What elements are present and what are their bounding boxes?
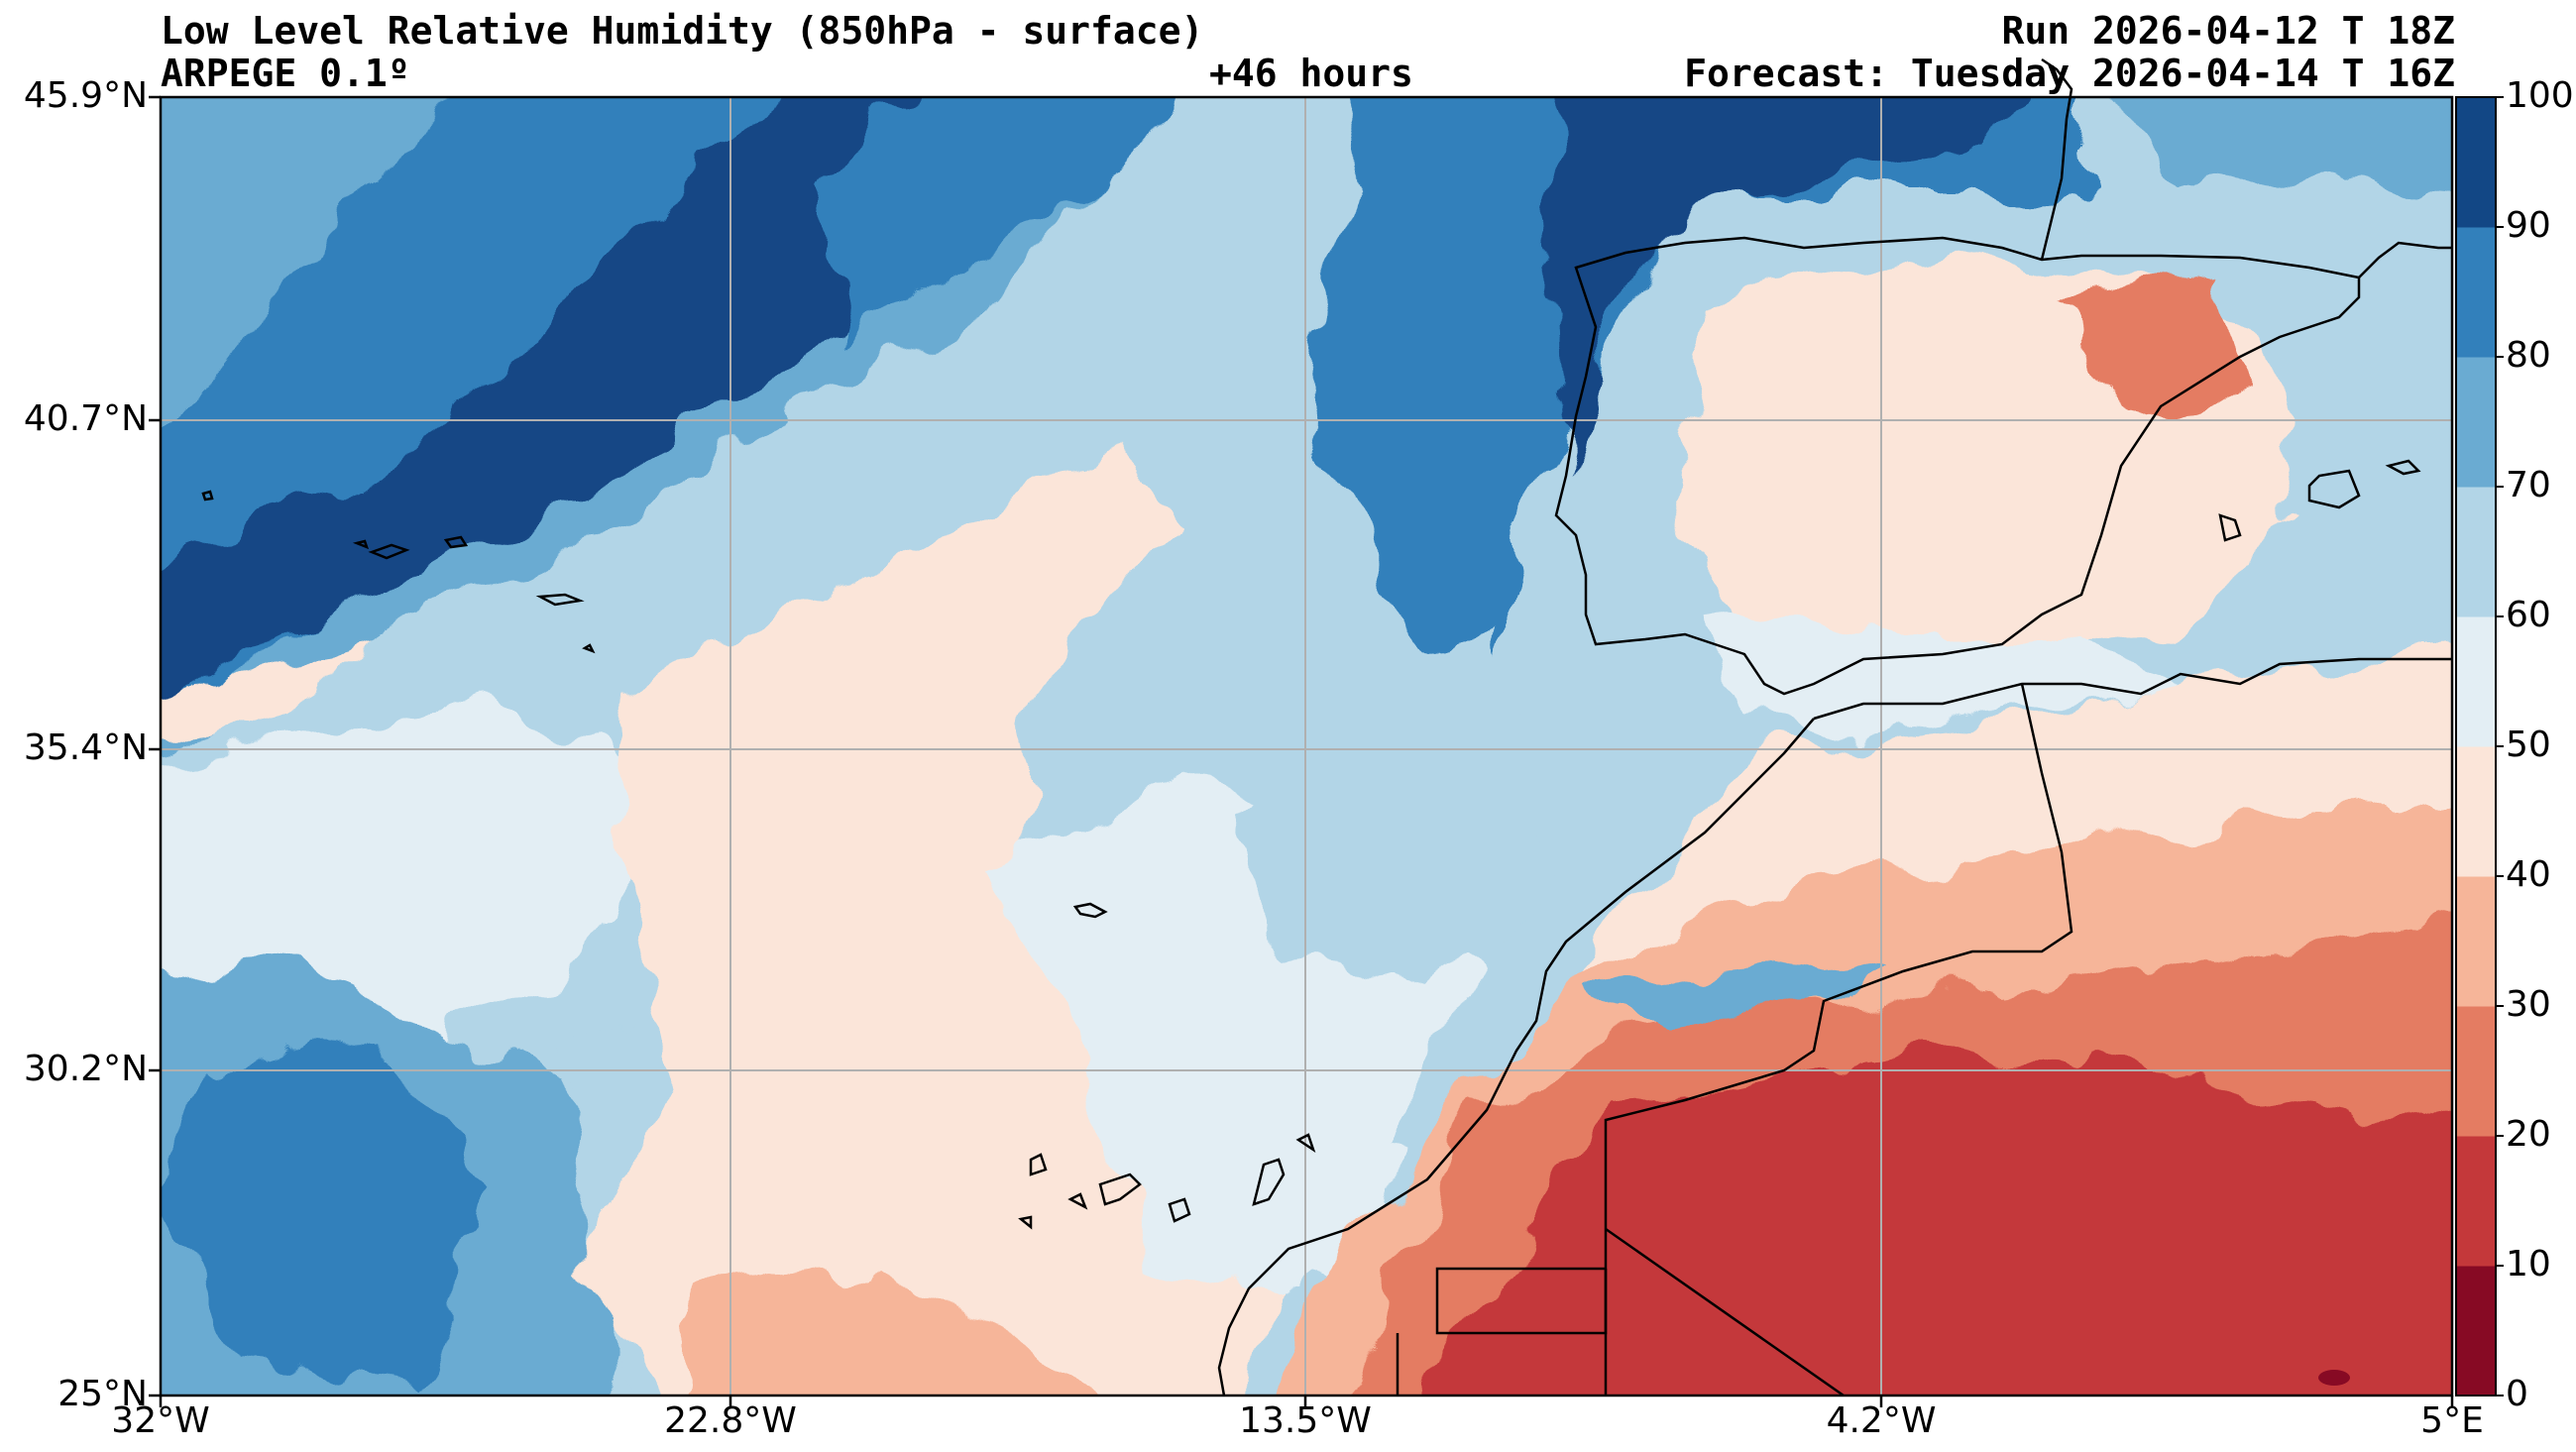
lon-label: 32°W — [111, 1400, 210, 1441]
colorbar-segment — [2456, 487, 2496, 617]
colorbar-segment — [2456, 1136, 2496, 1267]
colorbar-label: 50 — [2506, 725, 2551, 765]
colorbar-segment — [2456, 876, 2496, 1007]
humidity-field — [161, 97, 2452, 1396]
colorbar-label: 10 — [2506, 1244, 2551, 1284]
colorbar-label: 40 — [2506, 854, 2551, 895]
lon-label: 22.8°W — [664, 1400, 797, 1441]
lat-label: 25°N — [57, 1374, 148, 1414]
graticule — [161, 97, 2452, 1396]
lat-label: 35.4°N — [23, 727, 148, 768]
chart-title: Low Level Relative Humidity (850hPa - su… — [161, 9, 1204, 53]
model-label: ARPEGE 0.1º — [161, 52, 410, 95]
axis-ticks — [149, 95, 2454, 1407]
colorbar-label: 30 — [2506, 984, 2551, 1025]
lon-label: 13.5°W — [1239, 1400, 1372, 1441]
colorbar-label: 80 — [2506, 335, 2551, 376]
colorbar-segment — [2456, 746, 2496, 877]
colorbar-label: 0 — [2506, 1374, 2528, 1414]
colorbar-segment — [2456, 1266, 2496, 1396]
colorbar-segment — [2456, 357, 2496, 488]
colorbar-label: 60 — [2506, 595, 2551, 635]
colorbar-segment — [2456, 1006, 2496, 1137]
lat-label: 40.7°N — [23, 398, 148, 439]
run-label: Run 2026-04-12 T 18Z — [2001, 9, 2455, 53]
lon-label: 5°E — [2420, 1400, 2484, 1441]
lead-time-label: +46 hours — [1209, 52, 1413, 95]
lat-label: 30.2°N — [23, 1049, 148, 1089]
coastlines — [201, 57, 2452, 1397]
colorbar-segment — [2456, 227, 2496, 358]
colorbar-label: 20 — [2506, 1114, 2551, 1155]
lon-label: 4.2°W — [1826, 1400, 1937, 1441]
colorbar — [2455, 96, 2504, 1396]
colorbar-segment — [2456, 97, 2496, 228]
colorbar-label: 100 — [2506, 75, 2574, 116]
colorbar-label: 70 — [2506, 465, 2551, 505]
colorbar-segment — [2456, 616, 2496, 747]
lat-label: 45.9°N — [23, 75, 148, 116]
colorbar-label: 90 — [2506, 205, 2551, 246]
